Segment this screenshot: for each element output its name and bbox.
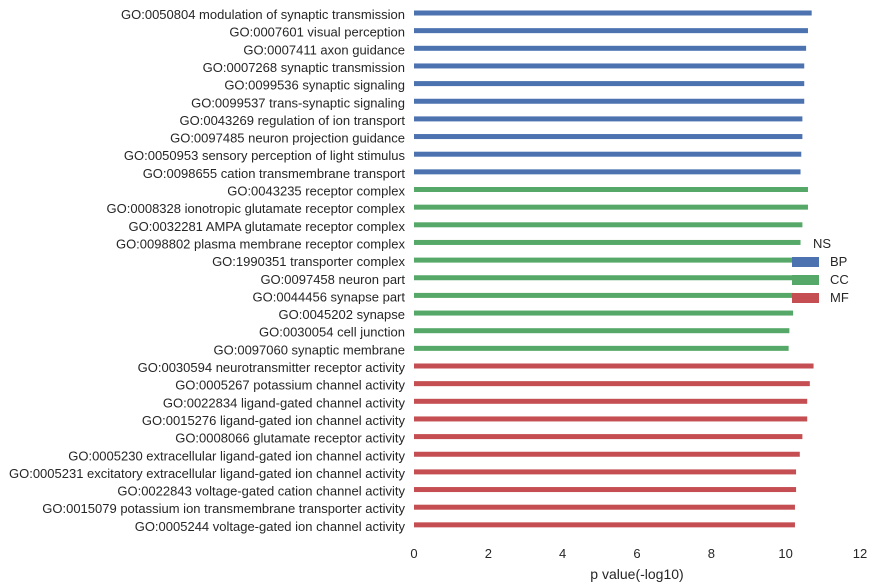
bar-cc xyxy=(414,239,801,245)
category-labels-group: GO:0050804 modulation of synaptic transm… xyxy=(9,7,406,534)
category-label: GO:0097060 synaptic membrane xyxy=(214,342,406,357)
bar-mf xyxy=(414,381,810,387)
legend-label-cc: CC xyxy=(830,272,849,287)
legend-label-bp: BP xyxy=(830,254,847,269)
category-label: GO:0007411 axon guidance xyxy=(243,42,405,57)
category-label: GO:0007268 synaptic transmission xyxy=(203,60,405,75)
bar-cc xyxy=(414,310,794,316)
category-label: GO:0050804 modulation of synaptic transm… xyxy=(121,7,405,22)
bar-mf xyxy=(414,416,808,422)
x-axis-ticks-group: 0 2 4 6 8 10 12 xyxy=(410,546,867,561)
bar-mf xyxy=(414,434,803,440)
legend-swatch-bp xyxy=(792,257,819,267)
legend-swatch-cc xyxy=(792,275,819,285)
bar-bp xyxy=(414,151,802,157)
category-label: GO:0015276 ligand-gated ion channel acti… xyxy=(142,413,406,428)
category-label: GO:0005231 excitatory extracellular liga… xyxy=(9,466,406,481)
bar-mf xyxy=(414,451,800,457)
x-tick-label: 2 xyxy=(485,546,492,561)
bar-bp xyxy=(414,45,807,51)
legend-swatch-mf xyxy=(792,293,819,303)
category-label: GO:0043269 regulation of ion transport xyxy=(180,113,406,128)
bar-mf xyxy=(414,504,795,510)
category-label: GO:0097485 neuron projection guidance xyxy=(170,131,405,146)
bar-cc xyxy=(414,257,795,263)
bar-cc xyxy=(414,345,789,351)
legend-label-mf: MF xyxy=(830,290,849,305)
bar-mf xyxy=(414,487,797,493)
category-label: GO:0015079 potassium ion transmembrane t… xyxy=(42,501,405,516)
category-label: GO:0099537 trans-synaptic signaling xyxy=(191,95,405,110)
category-label: GO:0005230 extracellular ligand-gated io… xyxy=(68,448,405,463)
bar-mf xyxy=(414,363,814,369)
category-label: GO:0099536 synaptic signaling xyxy=(224,78,405,93)
bars-group xyxy=(414,10,814,528)
category-label: GO:0097458 neuron part xyxy=(260,272,405,287)
category-label: GO:0022843 voltage-gated cation channel … xyxy=(117,484,405,499)
bar-bp xyxy=(414,28,808,34)
bar-bp xyxy=(414,116,803,122)
bar-cc xyxy=(414,204,808,210)
x-tick-label: 10 xyxy=(778,546,792,561)
x-tick-label: 6 xyxy=(633,546,640,561)
bar-bp xyxy=(414,98,805,104)
category-label: GO:0030594 neurotransmitter receptor act… xyxy=(138,360,406,375)
category-label: GO:0005244 voltage-gated ion channel act… xyxy=(135,519,406,534)
category-label: GO:1990351 transporter complex xyxy=(212,254,405,269)
category-label: GO:0008328 ionotropic glutamate receptor… xyxy=(107,201,406,216)
category-label: GO:0098655 cation transmembrane transpor… xyxy=(143,166,406,181)
x-tick-label: 0 xyxy=(410,546,417,561)
x-tick-label: 12 xyxy=(853,546,867,561)
bar-bp xyxy=(414,81,805,87)
legend: NS BP CC MF xyxy=(792,236,849,305)
category-label: GO:0008066 glutamate receptor activity xyxy=(175,431,405,446)
x-tick-label: 4 xyxy=(559,546,566,561)
category-label: GO:0005267 potassium channel activity xyxy=(175,378,405,393)
category-label: GO:0007601 visual perception xyxy=(229,25,405,40)
category-label: GO:0098802 plasma membrane receptor comp… xyxy=(116,236,406,251)
bar-bp xyxy=(414,169,801,175)
category-label: GO:0044456 synapse part xyxy=(253,289,406,304)
legend-title: NS xyxy=(813,236,831,251)
bar-bp xyxy=(414,63,805,69)
category-label: GO:0043235 receptor complex xyxy=(227,184,405,199)
bar-cc xyxy=(414,328,790,334)
x-tick-label: 8 xyxy=(708,546,715,561)
bar-bp xyxy=(414,134,803,140)
category-label: GO:0030054 cell junction xyxy=(259,325,405,340)
bar-cc xyxy=(414,275,794,281)
category-label: GO:0045202 synapse xyxy=(279,307,405,322)
bar-cc xyxy=(414,222,803,228)
x-axis-title: p value(-log10) xyxy=(590,566,683,582)
bar-mf xyxy=(414,398,808,404)
category-label: GO:0050953 sensory perception of light s… xyxy=(124,148,406,163)
bar-mf xyxy=(414,469,797,475)
category-label: GO:0022834 ligand-gated channel activity xyxy=(163,395,406,410)
category-label: GO:0032281 AMPA glutamate receptor compl… xyxy=(128,219,405,234)
bar-cc xyxy=(414,292,794,298)
bar-cc xyxy=(414,187,808,192)
bar-mf xyxy=(414,522,795,528)
bar-bp xyxy=(414,10,812,16)
